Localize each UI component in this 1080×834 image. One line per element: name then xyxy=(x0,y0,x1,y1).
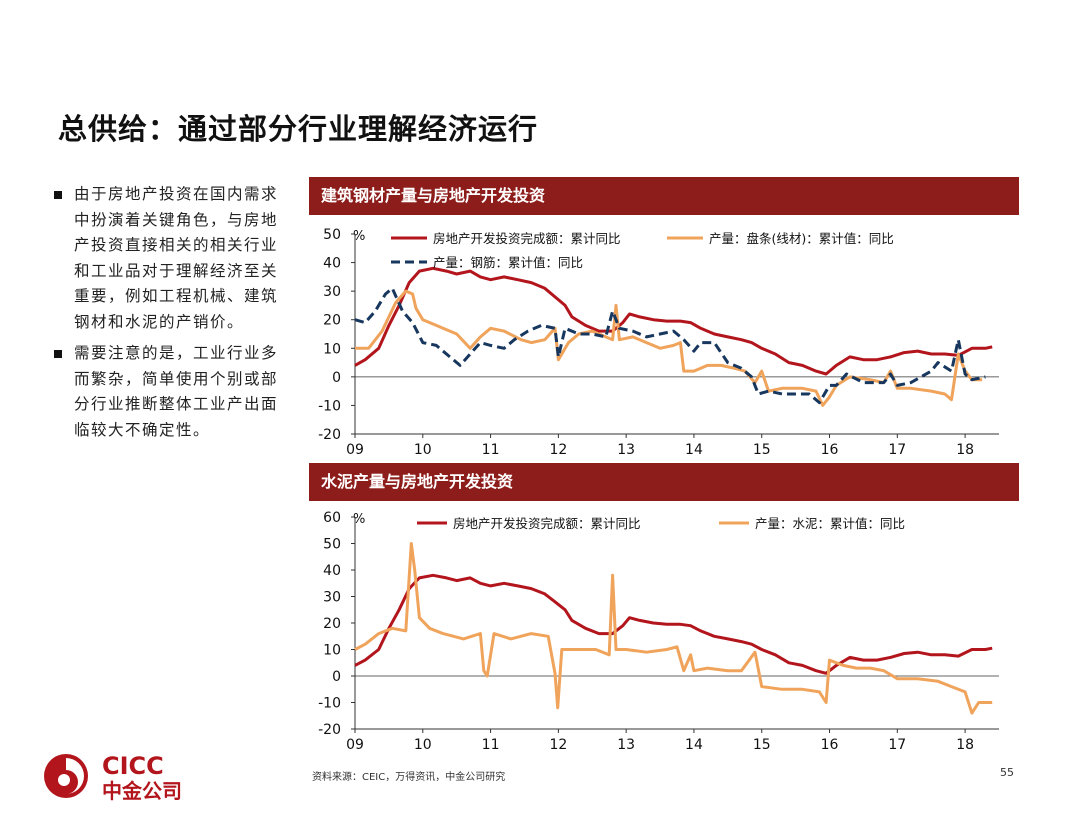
x-tick-label: 17 xyxy=(888,737,906,753)
y-axis-unit-label: % xyxy=(353,229,365,244)
y-tick-label: -20 xyxy=(318,427,341,443)
chart2-header: 水泥产量与房地产开发投资 xyxy=(309,463,1019,501)
page-title: 总供给：通过部分行业理解经济运行 xyxy=(58,112,539,146)
y-tick-label: 40 xyxy=(323,563,341,579)
x-tick-label: 17 xyxy=(888,442,906,458)
legend-label-0: 房地产开发投资完成额：累计同比 xyxy=(453,516,641,531)
legend-label-2: 产量：钢筋：累计值：同比 xyxy=(433,255,583,270)
bullet-item: 需要注意的是，工业行业多而繁杂，简单使用个别或部分行业推断整体工业产出面临较大不… xyxy=(54,341,294,443)
x-tick-label: 18 xyxy=(956,737,974,753)
y-tick-label: 30 xyxy=(323,284,341,300)
x-tick-label: 14 xyxy=(685,442,703,458)
bullet-item: 由于房地产投资在国内需求中扮演着关键角色，与房地产投资直接相关的相关行业和工业品… xyxy=(54,182,294,335)
x-tick-label: 09 xyxy=(346,737,364,753)
x-tick-label: 18 xyxy=(956,442,974,458)
legend-label-0: 房地产开发投资完成额：累计同比 xyxy=(433,231,621,246)
y-tick-label: 0 xyxy=(332,370,341,386)
x-tick-label: 15 xyxy=(753,737,771,753)
series-line-1 xyxy=(354,542,993,715)
x-tick-label: 13 xyxy=(617,737,635,753)
x-tick-label: 12 xyxy=(549,737,567,753)
y-tick-label: 20 xyxy=(323,313,341,329)
y-tick-label: 0 xyxy=(332,669,341,685)
y-tick-label: 20 xyxy=(323,616,341,632)
y-tick-label: -20 xyxy=(318,722,341,738)
bullet-square-icon xyxy=(54,350,62,358)
x-tick-label: 15 xyxy=(753,442,771,458)
y-tick-label: 50 xyxy=(323,537,341,553)
x-tick-label: 12 xyxy=(549,442,567,458)
legend-label-1: 产量：水泥：累计值：同比 xyxy=(755,516,905,531)
chart1-plot: -20 -10 0 10 20 30 40 50 % 09 10 11 12 13 14 15 16 17 18 房地… xyxy=(318,227,999,458)
y-tick-label: 10 xyxy=(323,643,341,659)
logo-cn-text: 中金公司 xyxy=(102,779,182,803)
series-line-1 xyxy=(355,289,983,407)
y-axis-unit-label: % xyxy=(353,512,365,527)
y-tick-label: 30 xyxy=(323,590,341,606)
x-tick-label: 16 xyxy=(821,442,839,458)
bullet-list: 由于房地产投资在国内需求中扮演着关键角色，与房地产投资直接相关的相关行业和工业品… xyxy=(54,182,294,449)
legend-label-1: 产量：盘条(线材)：累计值：同比 xyxy=(709,231,894,246)
y-tick-label: 10 xyxy=(323,341,341,357)
x-tick-label: 09 xyxy=(346,442,364,458)
x-tick-label: 13 xyxy=(617,442,635,458)
y-tick-label: -10 xyxy=(318,398,341,414)
x-tick-label: 10 xyxy=(414,442,432,458)
y-tick-label: 50 xyxy=(323,227,341,243)
logo-en-text: CICC xyxy=(102,752,164,780)
chart2-plot: -20 -10 0 10 20 30 40 50 60 % 09 10 11 12 13 14 15 16 17 18… xyxy=(318,510,999,753)
source-note: 资料来源：CEIC，万得资讯，中金公司研究 xyxy=(312,772,506,783)
x-tick-label: 10 xyxy=(414,737,432,753)
y-tick-label: -10 xyxy=(318,696,341,712)
x-tick-label: 11 xyxy=(482,737,500,753)
series-line-0 xyxy=(354,266,993,376)
x-tick-label: 11 xyxy=(482,442,500,458)
series-line-2 xyxy=(354,286,986,405)
bullet-text: 需要注意的是，工业行业多而繁杂，简单使用个别或部分行业推断整体工业产出面临较大不… xyxy=(74,344,279,439)
y-tick-label: 40 xyxy=(323,256,341,272)
cicc-logo: CICC 中金公司 xyxy=(44,752,182,803)
bullet-text: 由于房地产投资在国内需求中扮演着关键角色，与房地产投资直接相关的相关行业和工业品… xyxy=(74,185,279,331)
chart1-header: 建筑钢材产量与房地产开发投资 xyxy=(309,177,1019,215)
y-tick-label: 60 xyxy=(323,510,341,526)
series-line-0 xyxy=(354,573,993,675)
page-number: 55 xyxy=(1000,766,1014,779)
x-tick-label: 14 xyxy=(685,737,703,753)
bullet-square-icon xyxy=(54,191,62,199)
x-tick-label: 16 xyxy=(821,737,839,753)
